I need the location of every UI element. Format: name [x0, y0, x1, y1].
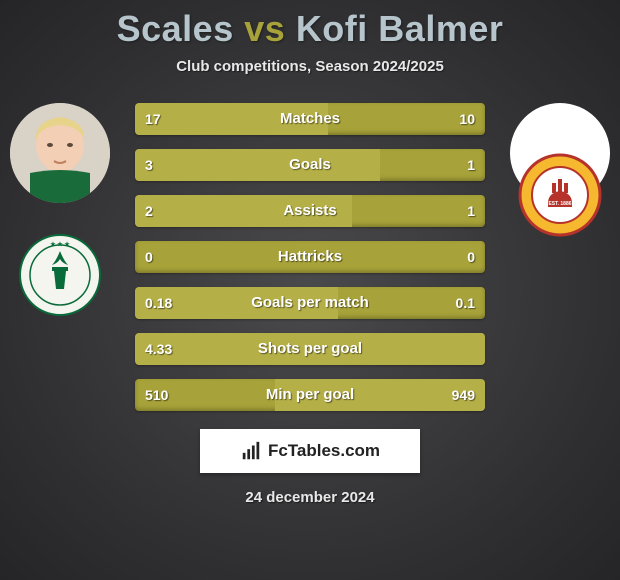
stat-label: Assists [135, 195, 485, 227]
stats-bars: 17Matches10 3Goals1 2Assists1 0Hattricks0 0.… [135, 103, 485, 411]
stat-label: Shots per goal [135, 333, 485, 365]
stat-row: 2Assists1 [135, 195, 485, 227]
player2-name: Kofi Balmer [296, 8, 504, 49]
stat-row: 3Goals1 [135, 149, 485, 181]
stat-value-right: 10 [459, 103, 475, 135]
stat-value-right: 1 [467, 149, 475, 181]
content-area: ★ ★ ★ EST. 1886 17Matches10 3Goals1 2Assis… [0, 103, 620, 411]
player1-club-badge: ★ ★ ★ [18, 233, 102, 317]
stat-label: Min per goal [135, 379, 485, 411]
vs-text: vs [244, 8, 285, 49]
stat-value-right: 949 [452, 379, 475, 411]
stat-label: Goals [135, 149, 485, 181]
svg-text:EST. 1886: EST. 1886 [548, 201, 571, 207]
stat-value-right: 0 [467, 241, 475, 273]
stat-row: 4.33Shots per goal [135, 333, 485, 365]
stat-row: 17Matches10 [135, 103, 485, 135]
svg-text:★ ★ ★: ★ ★ ★ [50, 241, 70, 248]
comparison-title: Scales vs Kofi Balmer [0, 0, 620, 50]
stat-label: Matches [135, 103, 485, 135]
stat-label: Hattricks [135, 241, 485, 273]
player1-photo [10, 103, 110, 203]
chart-icon [240, 440, 262, 462]
stat-value-right: 0.1 [456, 287, 475, 319]
subtitle: Club competitions, Season 2024/2025 [0, 58, 620, 75]
stat-row: 0.18Goals per match0.1 [135, 287, 485, 319]
player1-name: Scales [117, 8, 234, 49]
fctables-logo: FcTables.com [200, 429, 420, 473]
logo-text: FcTables.com [268, 441, 380, 461]
player2-club-badge: EST. 1886 [518, 153, 602, 237]
stat-label: Goals per match [135, 287, 485, 319]
stat-row: 510Min per goal949 [135, 379, 485, 411]
stat-value-right: 1 [467, 195, 475, 227]
date-text: 24 december 2024 [0, 489, 620, 506]
stat-row: 0Hattricks0 [135, 241, 485, 273]
